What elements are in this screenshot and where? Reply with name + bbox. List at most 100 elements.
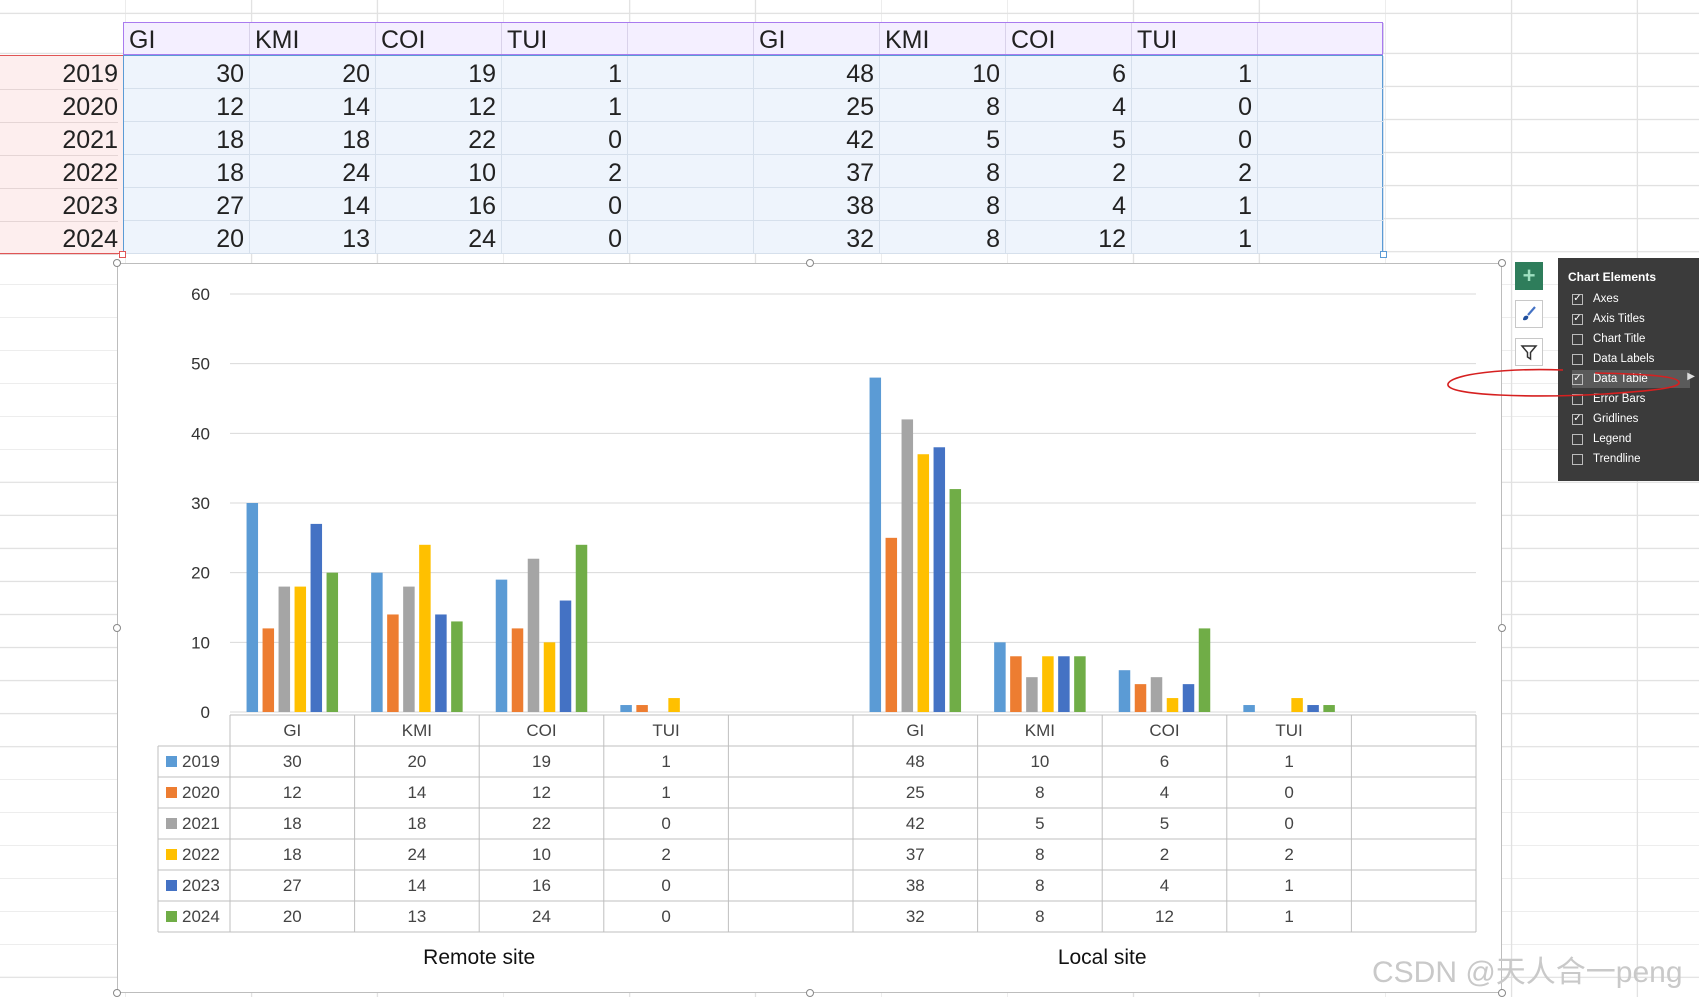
checkbox[interactable] [1572,433,1583,445]
chart-resize-handle[interactable] [113,624,121,632]
chart-resize-handle[interactable] [1498,259,1506,267]
table-cell[interactable] [628,221,754,254]
table-cell[interactable]: 24 [250,155,376,188]
chart-element-trendline[interactable]: Trendline [1572,450,1690,468]
column-header[interactable]: COI [376,23,502,54]
table-cell[interactable]: 1 [1132,188,1258,221]
chart-styles-button[interactable] [1515,300,1543,328]
table-cell[interactable]: 12 [376,89,502,122]
table-cell[interactable] [628,155,754,188]
chart-element-legend[interactable]: Legend [1572,430,1690,448]
selection-handle[interactable] [119,251,126,258]
column-header[interactable]: GI [754,23,880,54]
table-cell[interactable]: 37 [754,155,880,188]
table-cell[interactable]: 0 [1132,89,1258,122]
chart-resize-handle[interactable] [806,989,814,997]
table-cell[interactable]: 1 [502,89,628,122]
chart-element-data-labels[interactable]: Data Labels [1572,350,1690,368]
year-cell[interactable]: 2021 [0,122,118,156]
table-cell[interactable] [1258,155,1384,188]
table-cell[interactable] [628,188,754,221]
table-cell[interactable]: 24 [376,221,502,254]
checkbox[interactable]: ✓ [1572,373,1583,385]
table-cell[interactable]: 18 [124,122,250,155]
table-cell[interactable]: 0 [502,188,628,221]
table-cell[interactable]: 22 [376,122,502,155]
header-row[interactable]: GI KMI COI TUI GI KMI COI TUI [123,22,1384,55]
checkbox[interactable]: ✓ [1572,313,1583,325]
column-header[interactable]: GI [124,23,250,54]
table-cell[interactable] [628,122,754,155]
column-header[interactable]: KMI [250,23,376,54]
checkbox[interactable] [1572,353,1583,365]
table-cell[interactable] [1258,188,1384,221]
checkbox[interactable] [1572,393,1583,405]
table-cell[interactable]: 48 [754,56,880,89]
table-cell[interactable]: 12 [1006,221,1132,254]
table-cell[interactable]: 10 [880,56,1006,89]
chart-element-axes[interactable]: ✓ Axes [1572,290,1690,308]
chevron-right-icon[interactable]: ▶ [1687,371,1695,382]
column-header[interactable] [628,23,754,54]
checkbox[interactable]: ✓ [1572,413,1583,425]
table-cell[interactable] [628,56,754,89]
chart-resize-handle[interactable] [113,259,121,267]
chart-area[interactable]: 0 10 20 30 40 50 60 GI KMI COI TUI GI KMI COI TUI 2019 3… [117,263,1502,993]
table-cell[interactable]: 8 [880,89,1006,122]
year-cell[interactable]: 2020 [0,89,118,123]
table-cell[interactable]: 16 [376,188,502,221]
table-cell[interactable]: 30 [124,56,250,89]
table-cell[interactable]: 6 [1006,56,1132,89]
table-cell[interactable]: 14 [250,188,376,221]
table-cell[interactable]: 32 [754,221,880,254]
year-cell[interactable]: 2019 [0,56,118,90]
table-cell[interactable]: 1 [1132,221,1258,254]
selection-handle[interactable] [1380,251,1387,258]
checkbox[interactable] [1572,333,1583,345]
column-header[interactable]: TUI [502,23,628,54]
table-cell[interactable] [1258,89,1384,122]
table-cell[interactable]: 38 [754,188,880,221]
table-cell[interactable]: 12 [124,89,250,122]
table-cell[interactable]: 8 [880,188,1006,221]
column-header[interactable]: KMI [880,23,1006,54]
chart-element-chart-title[interactable]: Chart Title [1572,330,1690,348]
data-selection[interactable]: 30 20 19 1 48 10 6 1 12 14 12 1 25 8 4 0 18 18 22 0 42 5 5 0 18 2… [123,55,1384,254]
table-cell[interactable] [1258,56,1384,89]
column-header[interactable] [1258,23,1384,54]
table-cell[interactable]: 4 [1006,188,1132,221]
year-cell[interactable]: 2022 [0,155,118,189]
table-cell[interactable]: 5 [880,122,1006,155]
checkbox[interactable] [1572,453,1583,465]
table-cell[interactable]: 0 [502,122,628,155]
table-cell[interactable] [1258,221,1384,254]
chart-element-gridlines[interactable]: ✓ Gridlines [1572,410,1690,428]
chart-element-error-bars[interactable]: Error Bars [1572,390,1690,408]
table-cell[interactable]: 20 [250,56,376,89]
chart-resize-handle[interactable] [1498,624,1506,632]
year-cell[interactable]: 2024 [0,221,118,255]
table-cell[interactable] [1258,122,1384,155]
table-cell[interactable]: 25 [754,89,880,122]
table-cell[interactable]: 2 [1132,155,1258,188]
chart-filters-button[interactable] [1515,338,1543,366]
table-cell[interactable]: 0 [1132,122,1258,155]
table-cell[interactable]: 1 [1132,56,1258,89]
table-cell[interactable]: 14 [250,89,376,122]
table-cell[interactable]: 0 [502,221,628,254]
chart-element-data-table[interactable]: ✓ Data Table [1572,370,1690,388]
column-header[interactable]: COI [1006,23,1132,54]
table-cell[interactable]: 18 [124,155,250,188]
table-cell[interactable]: 19 [376,56,502,89]
column-header[interactable]: TUI [1132,23,1258,54]
table-cell[interactable]: 1 [502,56,628,89]
table-cell[interactable]: 13 [250,221,376,254]
checkbox[interactable]: ✓ [1572,293,1583,305]
table-cell[interactable]: 5 [1006,122,1132,155]
table-cell[interactable]: 42 [754,122,880,155]
table-cell[interactable]: 4 [1006,89,1132,122]
chart-element-axis-titles[interactable]: ✓ Axis Titles [1572,310,1690,328]
table-cell[interactable]: 20 [124,221,250,254]
table-cell[interactable]: 8 [880,155,1006,188]
table-cell[interactable]: 2 [502,155,628,188]
